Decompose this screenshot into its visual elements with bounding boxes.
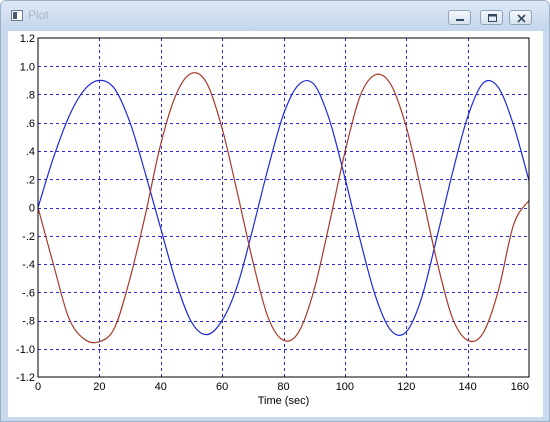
x-tick-label: 0 [35, 381, 41, 393]
y-tick-label: .8 [26, 90, 35, 102]
y-tick-label: 1.2 [20, 33, 35, 45]
x-tick-label: 120 [397, 381, 415, 393]
y-tick-label: .2 [26, 174, 35, 186]
line-chart: 1.2 1.0 .8 .6 .4 .2 0 -.2 -.4 -.6 -.8 -1.0 -1.2 0 20 4… [16, 33, 530, 407]
y-tick-label: -.8 [22, 316, 35, 328]
y-tick-label: -1.0 [16, 344, 35, 356]
x-tick-label: 80 [277, 381, 289, 393]
y-tick-label: 0 [29, 203, 35, 215]
x-tick-label: 160 [511, 381, 529, 393]
minimize-icon [456, 19, 464, 21]
y-tick-label: .4 [26, 146, 35, 158]
maximize-icon [488, 14, 497, 22]
series-line-2 [37, 72, 530, 344]
close-icon [517, 14, 526, 23]
x-axis-label: Time (sec) [258, 395, 310, 407]
x-tick-label: 140 [458, 381, 476, 393]
minimize-button[interactable] [448, 10, 471, 25]
x-tick-label: 100 [336, 381, 354, 393]
y-axis-ticks: 1.2 1.0 .8 .6 .4 .2 0 -.2 -.4 -.6 -.8 -1.0 -1.2 [16, 33, 35, 384]
x-axis-ticks: 0 20 40 60 80 100 120 140 160 [35, 381, 529, 393]
plot-app-icon [11, 10, 23, 21]
y-tick-label: .6 [26, 118, 35, 130]
plot-area: 1.2 1.0 .8 .6 .4 .2 0 -.2 -.4 -.6 -.8 -1.0 -1.2 0 20 4… [8, 31, 543, 417]
maximize-button[interactable] [480, 10, 503, 25]
series-layer [37, 72, 530, 344]
window-title: Plot [28, 8, 49, 22]
title-bar[interactable]: Plot [1, 1, 549, 31]
y-tick-label: -.2 [22, 231, 35, 243]
plot-frame [37, 37, 530, 378]
grid [38, 38, 529, 377]
y-tick-label: -.4 [22, 259, 35, 271]
x-tick-label: 40 [155, 381, 167, 393]
y-tick-label: -1.2 [16, 372, 35, 384]
x-tick-label: 20 [93, 381, 105, 393]
series-line-1 [37, 79, 530, 336]
y-tick-label: -.6 [22, 287, 35, 299]
x-tick-label: 60 [216, 381, 228, 393]
y-tick-label: 1.0 [20, 61, 35, 73]
close-button[interactable] [509, 10, 532, 25]
